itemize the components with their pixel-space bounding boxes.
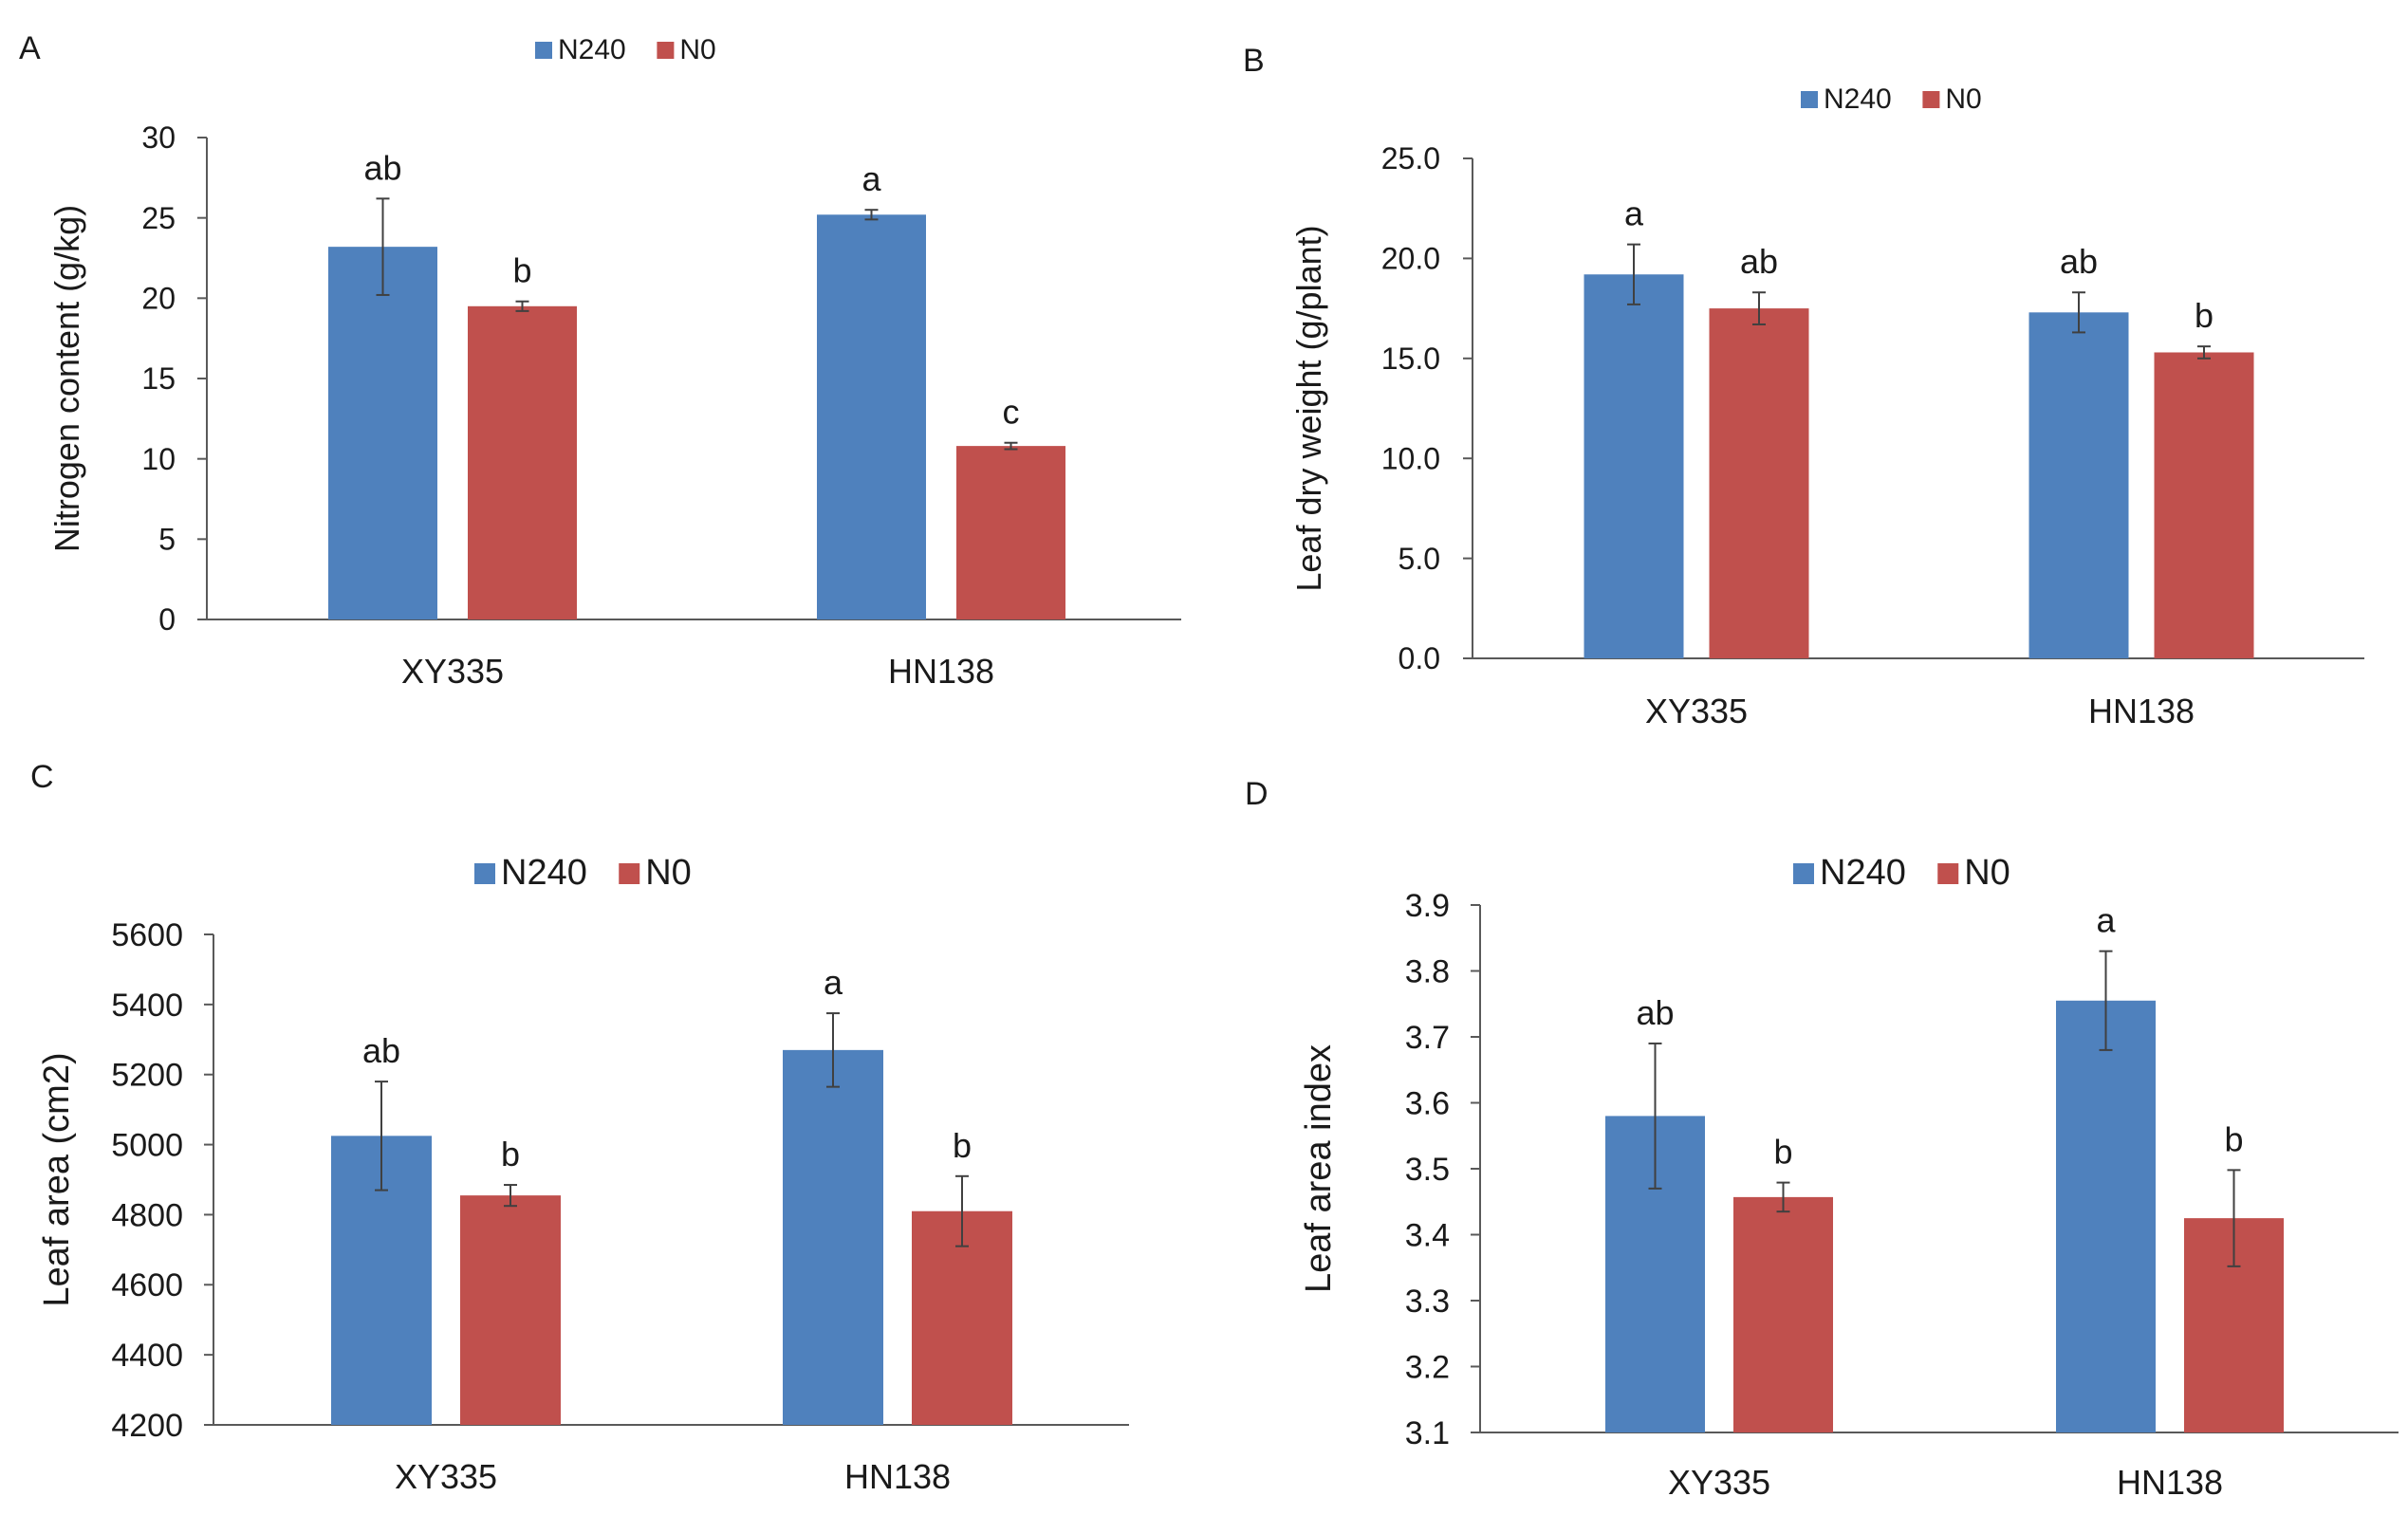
category-label: HN138 xyxy=(844,1457,951,1496)
panel-label: B xyxy=(1243,43,1265,79)
y-tick-label: 0 xyxy=(158,602,176,637)
bar-n240-hn138 xyxy=(817,214,926,619)
significance-label: c xyxy=(1003,393,1020,432)
y-axis-label: Leaf area (cm2) xyxy=(37,1052,77,1306)
y-tick-label: 10 xyxy=(141,442,176,476)
y-tick-label: 15.0 xyxy=(1381,342,1440,376)
panel-label: C xyxy=(30,759,54,795)
y-tick-label: 15 xyxy=(141,361,176,396)
significance-label: b xyxy=(2224,1119,2243,1158)
significance-label: a xyxy=(824,963,843,1002)
bar-n240-hn138 xyxy=(783,1049,883,1425)
y-tick-label: 4200 xyxy=(111,1408,183,1444)
legend-label-n240: N240 xyxy=(1824,83,1892,115)
y-tick-label: 4600 xyxy=(111,1267,183,1303)
category-label: XY335 xyxy=(401,652,504,691)
significance-label: b xyxy=(2195,296,2214,335)
significance-label: a xyxy=(2096,901,2116,940)
y-tick-label: 3.5 xyxy=(1405,1152,1450,1188)
y-tick-label: 4400 xyxy=(111,1338,183,1374)
legend-label-n0: N0 xyxy=(645,853,692,893)
bar-n240-xy335 xyxy=(1584,274,1684,658)
category-label: HN138 xyxy=(888,652,994,691)
y-tick-label: 5400 xyxy=(111,988,183,1024)
legend-swatch-n240 xyxy=(535,42,552,59)
bar-n0-xy335 xyxy=(460,1195,561,1425)
y-tick-label: 3.7 xyxy=(1405,1020,1450,1056)
significance-label: b xyxy=(953,1126,972,1165)
legend-label-n0: N0 xyxy=(679,34,715,65)
significance-label: a xyxy=(1624,194,1644,233)
legend-swatch-n240 xyxy=(1793,863,1814,884)
bar-n240-hn138 xyxy=(2028,312,2129,658)
bar-n0-xy335 xyxy=(1709,308,1809,658)
panel-label: A xyxy=(19,30,41,66)
legend-swatch-n0 xyxy=(657,42,675,59)
category-label: XY335 xyxy=(395,1457,497,1496)
y-tick-label: 10.0 xyxy=(1381,441,1440,475)
significance-label: ab xyxy=(2060,242,2098,281)
y-tick-label: 20 xyxy=(141,282,176,316)
y-tick-label: 3.9 xyxy=(1405,888,1450,924)
y-tick-label: 5200 xyxy=(111,1058,183,1094)
bar-n0-hn138 xyxy=(956,446,1065,619)
y-tick-label: 20.0 xyxy=(1381,242,1440,276)
legend-swatch-n240 xyxy=(474,863,495,884)
category-label: XY335 xyxy=(1645,692,1748,730)
significance-label: a xyxy=(861,159,881,198)
y-tick-label: 0.0 xyxy=(1398,641,1440,675)
significance-label: ab xyxy=(362,1031,400,1070)
bar-n240-hn138 xyxy=(2056,1000,2156,1432)
legend-label-n240: N240 xyxy=(1820,853,1906,893)
y-tick-label: 3.1 xyxy=(1405,1415,1450,1451)
significance-label: b xyxy=(501,1135,520,1173)
y-axis-label: Leaf dry weight (g/plant) xyxy=(1289,225,1328,591)
legend-swatch-n0 xyxy=(619,863,640,884)
y-axis-label: Leaf area index xyxy=(1299,1044,1339,1293)
y-tick-label: 5600 xyxy=(111,917,183,953)
y-tick-label: 25 xyxy=(141,201,176,235)
panel-label: D xyxy=(1245,776,1269,812)
category-label: HN138 xyxy=(2117,1463,2223,1502)
y-tick-label: 3.4 xyxy=(1405,1217,1450,1253)
legend-label-n0: N0 xyxy=(1945,83,1981,115)
y-tick-label: 5 xyxy=(158,523,176,557)
y-axis-label: Nitrogen content (g/kg) xyxy=(47,205,86,552)
legend-swatch-n0 xyxy=(1922,91,1940,108)
y-tick-label: 5000 xyxy=(111,1127,183,1163)
legend-swatch-n0 xyxy=(1937,863,1959,884)
y-tick-label: 3.6 xyxy=(1405,1085,1450,1121)
bar-n0-xy335 xyxy=(468,305,577,619)
y-tick-label: 4800 xyxy=(111,1197,183,1233)
y-tick-label: 3.8 xyxy=(1405,953,1450,989)
significance-label: ab xyxy=(363,148,401,187)
bar-n240-xy335 xyxy=(328,247,437,619)
category-label: XY335 xyxy=(1668,1463,1770,1502)
legend-label-n0: N0 xyxy=(1964,853,2010,893)
y-tick-label: 30 xyxy=(141,120,176,155)
bar-n0-hn138 xyxy=(2154,352,2254,658)
legend-swatch-n240 xyxy=(1801,91,1818,108)
y-tick-label: 5.0 xyxy=(1398,542,1440,576)
y-tick-label: 3.2 xyxy=(1405,1349,1450,1385)
category-label: HN138 xyxy=(2088,692,2195,730)
legend-label-n240: N240 xyxy=(501,853,587,893)
bar-n0-xy335 xyxy=(1733,1196,1833,1432)
y-tick-label: 25.0 xyxy=(1381,141,1440,176)
legend-label-n240: N240 xyxy=(558,34,626,65)
significance-label: ab xyxy=(1636,993,1674,1032)
y-tick-label: 3.3 xyxy=(1405,1284,1450,1320)
significance-label: b xyxy=(512,251,531,290)
significance-label: ab xyxy=(1740,242,1778,281)
significance-label: b xyxy=(1773,1133,1792,1172)
